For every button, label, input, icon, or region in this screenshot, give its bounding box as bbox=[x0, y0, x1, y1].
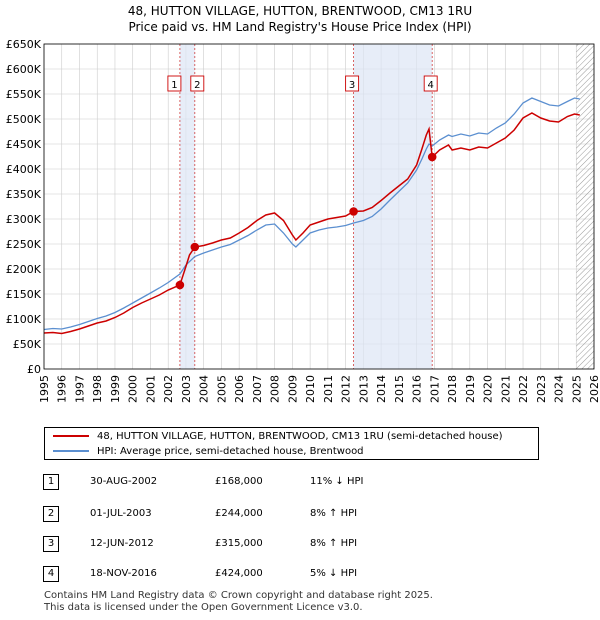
y-tick-label: £250K bbox=[6, 238, 42, 251]
sale-point-2 bbox=[190, 242, 200, 252]
chart-subtitle: Price paid vs. HM Land Registry's House … bbox=[128, 20, 472, 34]
transaction-row-1: 1 30-AUG-2002 £168,000 11% ↓ HPI bbox=[0, 474, 600, 494]
footer-copyright: Contains HM Land Registry data © Crown c… bbox=[44, 590, 433, 601]
x-tick-label: 2013 bbox=[357, 375, 370, 403]
plot-border bbox=[43, 43, 595, 370]
sale-marker-box-3 bbox=[345, 75, 360, 92]
transaction-price: £168,000 bbox=[215, 476, 263, 487]
x-tick-label: 2011 bbox=[322, 375, 335, 403]
x-tick-label: 2000 bbox=[127, 375, 140, 403]
y-tick-label: £150K bbox=[6, 288, 42, 301]
y-tick-label: £550K bbox=[6, 88, 42, 101]
transaction-number: 1 bbox=[43, 474, 59, 490]
legend-item-property: 48, HUTTON VILLAGE, HUTTON, BRENTWOOD, C… bbox=[53, 430, 503, 444]
sale-marker-label-3: 3 bbox=[349, 80, 355, 91]
x-tick-label: 1997 bbox=[73, 375, 86, 403]
sale-marker-box-4 bbox=[423, 75, 438, 92]
transaction-price: £315,000 bbox=[215, 538, 263, 549]
x-tick-label: 1995 bbox=[38, 375, 51, 403]
transaction-number: 4 bbox=[43, 566, 59, 582]
x-tick-label: 2018 bbox=[446, 375, 459, 403]
transaction-row-2: 2 01-JUL-2003 £244,000 8% ↑ HPI bbox=[0, 506, 600, 526]
transaction-date: 30-AUG-2002 bbox=[90, 476, 158, 487]
x-tick-label: 1998 bbox=[91, 375, 104, 403]
sale-marker-label-4: 4 bbox=[428, 80, 434, 91]
sale-point-1 bbox=[175, 280, 185, 290]
x-tick-label: 1999 bbox=[109, 375, 122, 403]
legend-swatch-property bbox=[53, 435, 89, 437]
x-tick-label: 2019 bbox=[464, 375, 477, 403]
price-chart: 1 2 3 4 £0 £50K £100K £150K £200K £250K £300K £350… bbox=[6, 38, 600, 403]
chart-title: 48, HUTTON VILLAGE, HUTTON, BRENTWOOD, C… bbox=[127, 4, 473, 18]
x-tick-label: 2001 bbox=[144, 375, 157, 403]
transaction-hpi: 8% ↑ HPI bbox=[310, 538, 358, 549]
y-tick-label: £200K bbox=[6, 263, 42, 276]
transaction-date: 18-NOV-2016 bbox=[90, 568, 157, 579]
x-tick-label: 2007 bbox=[251, 375, 264, 403]
footer-licence: This data is licensed under the Open Gov… bbox=[44, 602, 363, 613]
y-tick-label: £600K bbox=[6, 63, 42, 76]
y-tick-label: £50K bbox=[13, 338, 42, 351]
transaction-hpi: 8% ↑ HPI bbox=[310, 508, 358, 519]
sale-marker-box-1 bbox=[167, 75, 182, 92]
y-tick-label: £300K bbox=[6, 213, 42, 226]
x-tick-label: 2017 bbox=[428, 375, 441, 403]
x-tick-label: 2023 bbox=[535, 375, 548, 403]
x-tick-label: 2014 bbox=[375, 375, 388, 403]
x-tick-label: 1996 bbox=[56, 375, 69, 403]
x-tick-label: 2008 bbox=[269, 375, 282, 403]
x-tick-label: 2010 bbox=[304, 375, 317, 403]
x-tick-label: 2016 bbox=[411, 375, 424, 403]
property-series-line bbox=[43, 112, 580, 335]
sale-marker-box-2 bbox=[190, 75, 205, 92]
transaction-number: 3 bbox=[43, 536, 59, 552]
x-tick-label: 2006 bbox=[233, 375, 246, 403]
x-tick-label: 2015 bbox=[393, 375, 406, 403]
transaction-row-4: 4 18-NOV-2016 £424,000 5% ↓ HPI bbox=[0, 566, 600, 586]
x-tick-label: 2012 bbox=[340, 375, 353, 403]
x-tick-label: 2021 bbox=[499, 375, 512, 403]
legend-label-hpi: HPI: Average price, semi-detached house,… bbox=[97, 446, 364, 457]
x-tick-label: 2003 bbox=[180, 375, 193, 403]
transaction-hpi: 5% ↓ HPI bbox=[310, 568, 358, 579]
plot-background bbox=[44, 44, 594, 369]
sale-marker-label-2: 2 bbox=[194, 80, 200, 91]
transaction-row-3: 3 12-JUN-2012 £315,000 8% ↑ HPI bbox=[0, 536, 600, 556]
x-tick-label: 2009 bbox=[286, 375, 299, 403]
legend-label-property: 48, HUTTON VILLAGE, HUTTON, BRENTWOOD, C… bbox=[97, 431, 503, 442]
y-tick-label: £100K bbox=[6, 313, 42, 326]
legend-swatch-hpi bbox=[53, 450, 89, 452]
y-tick-label: £650K bbox=[6, 38, 42, 51]
x-tick-label: 2002 bbox=[162, 375, 175, 403]
forecast-hatch-area bbox=[576, 44, 594, 369]
legend-item-hpi: HPI: Average price, semi-detached house,… bbox=[53, 445, 364, 459]
y-tick-label: £500K bbox=[6, 113, 42, 126]
sale-marker-label-1: 1 bbox=[171, 80, 177, 91]
legend: 48, HUTTON VILLAGE, HUTTON, BRENTWOOD, C… bbox=[44, 427, 539, 460]
x-tick-label: 2005 bbox=[215, 375, 228, 403]
y-tick-label: £0 bbox=[27, 363, 41, 376]
transaction-date: 12-JUN-2012 bbox=[90, 538, 154, 549]
transaction-number: 2 bbox=[43, 506, 59, 522]
x-tick-label: 2026 bbox=[588, 375, 600, 403]
x-tick-label: 2025 bbox=[570, 375, 583, 403]
transaction-date: 01-JUL-2003 bbox=[90, 508, 152, 519]
x-tick-label: 2024 bbox=[553, 375, 566, 403]
y-tick-label: £400K bbox=[6, 163, 42, 176]
x-tick-label: 2004 bbox=[198, 375, 211, 403]
sale-point-4 bbox=[427, 152, 437, 162]
y-tick-label: £350K bbox=[6, 188, 42, 201]
transaction-price: £424,000 bbox=[215, 568, 263, 579]
sale-period-shade bbox=[353, 44, 433, 369]
y-tick-label: £450K bbox=[6, 138, 42, 151]
x-tick-label: 2022 bbox=[517, 375, 530, 403]
hpi-series-line bbox=[43, 97, 580, 331]
transaction-price: £244,000 bbox=[215, 508, 263, 519]
x-tick-label: 2020 bbox=[482, 375, 495, 403]
sale-point-3 bbox=[349, 207, 358, 216]
sale-period-shade bbox=[179, 44, 195, 369]
transaction-hpi: 11% ↓ HPI bbox=[310, 476, 364, 487]
